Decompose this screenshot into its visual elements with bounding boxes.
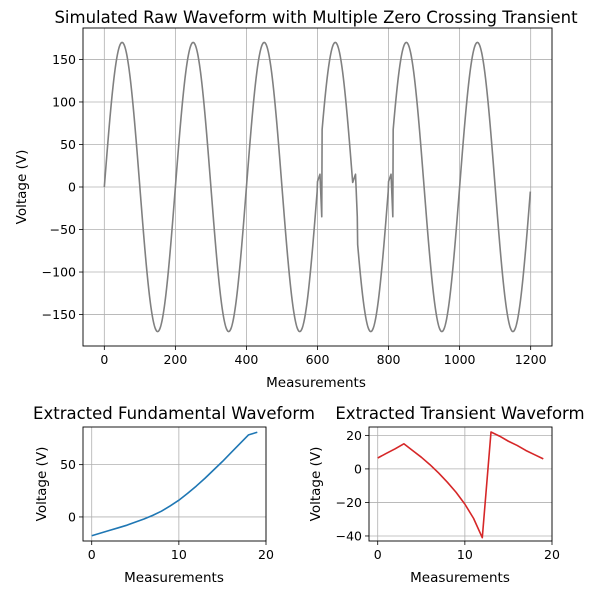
raw-series-line bbox=[103, 41, 532, 333]
fundamental-y-tick-label: 0 bbox=[68, 509, 76, 524]
transient-series-line bbox=[377, 431, 544, 539]
transient-y-tick-label: −20 bbox=[336, 495, 362, 510]
transient-x-tick-label: 10 bbox=[457, 547, 473, 562]
transient-waveform-chart: 0 10 20 −40 −20 0 20 Extracted Transient Wavef… bbox=[308, 404, 585, 586]
fundamental-plot-frame bbox=[82, 426, 267, 542]
transient-y-tick-label: 20 bbox=[346, 428, 362, 443]
raw-y-tick-label: 150 bbox=[52, 52, 76, 67]
raw-x-tick-label: 600 bbox=[306, 352, 330, 367]
raw-y-tick-label: 100 bbox=[52, 94, 76, 109]
transient-y-axis-label: Voltage (V) bbox=[308, 447, 324, 522]
fundamental-ticks: 0 10 20 0 50 bbox=[60, 457, 274, 562]
fundamental-x-tick-label: 20 bbox=[258, 547, 274, 562]
transient-ticks: 0 10 20 −40 −20 0 20 bbox=[336, 428, 560, 562]
fundamental-series-line bbox=[91, 431, 258, 537]
transient-chart-title: Extracted Transient Waveform bbox=[335, 404, 584, 423]
raw-y-tick-label: −100 bbox=[42, 265, 76, 280]
fundamental-y-tick-label: 50 bbox=[60, 457, 76, 472]
raw-x-tick-label: 1200 bbox=[515, 352, 547, 367]
transient-y-tick-label: 0 bbox=[354, 461, 362, 476]
raw-y-tick-label: 0 bbox=[68, 180, 76, 195]
raw-x-tick-label: 800 bbox=[377, 352, 401, 367]
fundamental-x-axis-label: Measurements bbox=[124, 570, 224, 586]
raw-x-tick-label: 1000 bbox=[444, 352, 476, 367]
raw-y-axis-label: Voltage (V) bbox=[14, 150, 30, 225]
transient-x-tick-label: 0 bbox=[374, 547, 382, 562]
transient-x-tick-label: 20 bbox=[544, 547, 560, 562]
fundamental-series bbox=[91, 431, 258, 537]
transient-series bbox=[377, 431, 544, 539]
raw-chart-title: Simulated Raw Waveform with Multiple Zer… bbox=[54, 8, 578, 27]
raw-ticks: 0 200 400 600 800 1000 1200 −150 −100 −50 0 50 100 15… bbox=[42, 52, 547, 367]
fundamental-x-tick-label: 10 bbox=[171, 547, 187, 562]
transient-plot-frame bbox=[368, 426, 553, 542]
fundamental-y-axis-label: Voltage (V) bbox=[34, 447, 50, 522]
fundamental-x-tick-label: 0 bbox=[88, 547, 96, 562]
raw-y-tick-label: −50 bbox=[50, 222, 76, 237]
raw-x-tick-label: 0 bbox=[100, 352, 108, 367]
raw-series bbox=[103, 41, 532, 333]
raw-x-tick-label: 400 bbox=[235, 352, 259, 367]
raw-y-tick-label: −150 bbox=[42, 307, 76, 322]
transient-x-axis-label: Measurements bbox=[410, 570, 510, 586]
raw-waveform-chart: 0 200 400 600 800 1000 1200 −150 −100 −50 0 50 100 15… bbox=[14, 8, 578, 391]
raw-x-axis-label: Measurements bbox=[266, 375, 366, 391]
raw-y-tick-label: 50 bbox=[60, 137, 76, 152]
fundamental-chart-title: Extracted Fundamental Waveform bbox=[33, 404, 315, 423]
transient-y-tick-label: −40 bbox=[336, 528, 362, 543]
raw-x-tick-label: 200 bbox=[163, 352, 187, 367]
